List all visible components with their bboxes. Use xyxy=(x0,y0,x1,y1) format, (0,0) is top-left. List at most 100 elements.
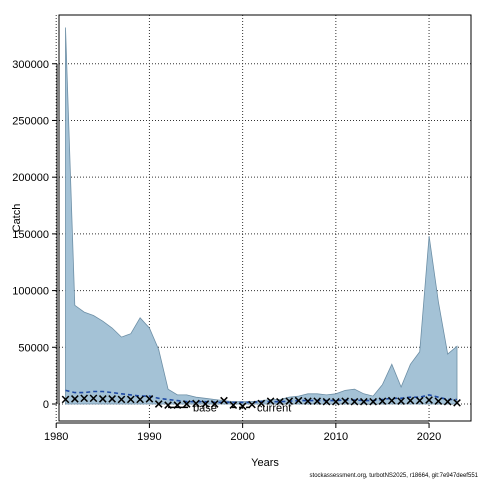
data-point xyxy=(415,396,424,405)
point-stroke xyxy=(164,401,172,409)
x-axis-label: Years xyxy=(251,457,279,469)
point-stroke xyxy=(182,400,191,408)
point-stroke xyxy=(387,396,396,405)
point-stroke xyxy=(229,401,238,409)
axes: 1980 1990 2000 2010 2020 0 50000 100000 150000 20… xyxy=(12,59,441,443)
legend-label: base xyxy=(193,402,217,414)
data-point xyxy=(304,397,312,405)
data-point xyxy=(313,397,322,405)
x-tick-label: 1980 xyxy=(44,431,68,443)
y-tick-label: 250000 xyxy=(12,115,49,127)
point-stroke xyxy=(304,397,312,405)
y-tick-label: 0 xyxy=(43,399,49,411)
point-stroke xyxy=(294,396,303,405)
data-point xyxy=(61,395,70,404)
point-stroke xyxy=(154,400,163,408)
point-stroke xyxy=(453,399,461,407)
data-point xyxy=(387,396,396,405)
legend-label: current xyxy=(257,402,291,414)
data-point xyxy=(434,397,443,405)
point-stroke xyxy=(434,397,443,405)
point-stroke xyxy=(406,396,415,405)
data-point xyxy=(350,397,359,406)
point-stroke xyxy=(136,395,144,404)
data-point xyxy=(443,397,452,406)
data-point xyxy=(332,397,340,406)
legend-item-base: base xyxy=(168,402,217,414)
data-point xyxy=(453,399,461,407)
point-stroke xyxy=(192,399,200,408)
data-point xyxy=(126,395,135,404)
point-stroke xyxy=(201,400,210,408)
x-tick-label: 1990 xyxy=(137,431,161,443)
point-stroke xyxy=(257,399,266,408)
data-point xyxy=(397,397,405,405)
data-point xyxy=(369,397,377,406)
data-point xyxy=(341,397,349,405)
legend: base current xyxy=(168,402,291,414)
point-stroke xyxy=(322,397,331,406)
confidence-band xyxy=(65,27,458,405)
x-tick-label: 2010 xyxy=(324,431,348,443)
point-stroke xyxy=(80,394,88,403)
data-point xyxy=(89,394,98,403)
data-point xyxy=(71,395,79,403)
point-stroke xyxy=(369,397,377,406)
y-tick-label: 50000 xyxy=(18,342,49,354)
point-stroke xyxy=(397,397,405,405)
point-stroke xyxy=(61,395,70,404)
y-tick-label: 200000 xyxy=(12,172,49,184)
point-stroke xyxy=(276,397,284,406)
data-point xyxy=(98,395,107,403)
point-stroke xyxy=(415,396,424,405)
x-tick-label: 2000 xyxy=(230,431,254,443)
point-stroke xyxy=(425,396,433,404)
point-stroke xyxy=(108,395,116,403)
point-stroke xyxy=(350,397,359,406)
data-point xyxy=(276,397,284,406)
data-point xyxy=(359,397,368,406)
legend-item-current: current xyxy=(232,402,291,414)
point-stroke xyxy=(266,397,275,405)
data-point xyxy=(266,397,275,405)
x-tick-label: 2020 xyxy=(417,431,441,443)
point-stroke xyxy=(313,397,322,405)
point-stroke xyxy=(220,396,228,405)
point-stroke xyxy=(71,395,79,403)
point-stroke xyxy=(210,400,219,408)
data-point xyxy=(210,400,219,408)
y-tick-label: 150000 xyxy=(12,229,49,241)
data-point xyxy=(117,395,126,404)
data-point xyxy=(136,395,144,404)
series-line-current xyxy=(65,389,457,404)
data-point xyxy=(406,396,415,405)
data-point xyxy=(378,397,387,405)
y-tick-label: 300000 xyxy=(12,59,49,71)
data-point xyxy=(108,395,116,403)
data-point xyxy=(220,396,228,405)
data-point xyxy=(201,400,210,408)
series-lines xyxy=(65,389,457,404)
point-stroke xyxy=(126,395,135,404)
point-stroke xyxy=(98,395,107,403)
point-stroke xyxy=(89,394,98,403)
plot-frame xyxy=(58,14,472,422)
point-stroke xyxy=(378,397,387,405)
point-stroke xyxy=(238,402,247,411)
data-point xyxy=(154,400,163,408)
data-point xyxy=(425,396,433,404)
point-stroke xyxy=(117,395,126,404)
data-point xyxy=(238,402,247,411)
data-point xyxy=(182,400,191,408)
footer-text: stockassessment.org, turbotNS2025, r1866… xyxy=(310,473,479,479)
point-stroke xyxy=(341,397,349,405)
catch-points xyxy=(61,394,461,411)
point-stroke xyxy=(443,397,452,406)
y-axis-label: Catch xyxy=(11,204,23,233)
catch-band xyxy=(65,27,458,405)
data-point xyxy=(145,395,154,403)
data-point xyxy=(294,396,303,405)
data-point xyxy=(192,399,200,408)
data-point xyxy=(80,394,88,403)
